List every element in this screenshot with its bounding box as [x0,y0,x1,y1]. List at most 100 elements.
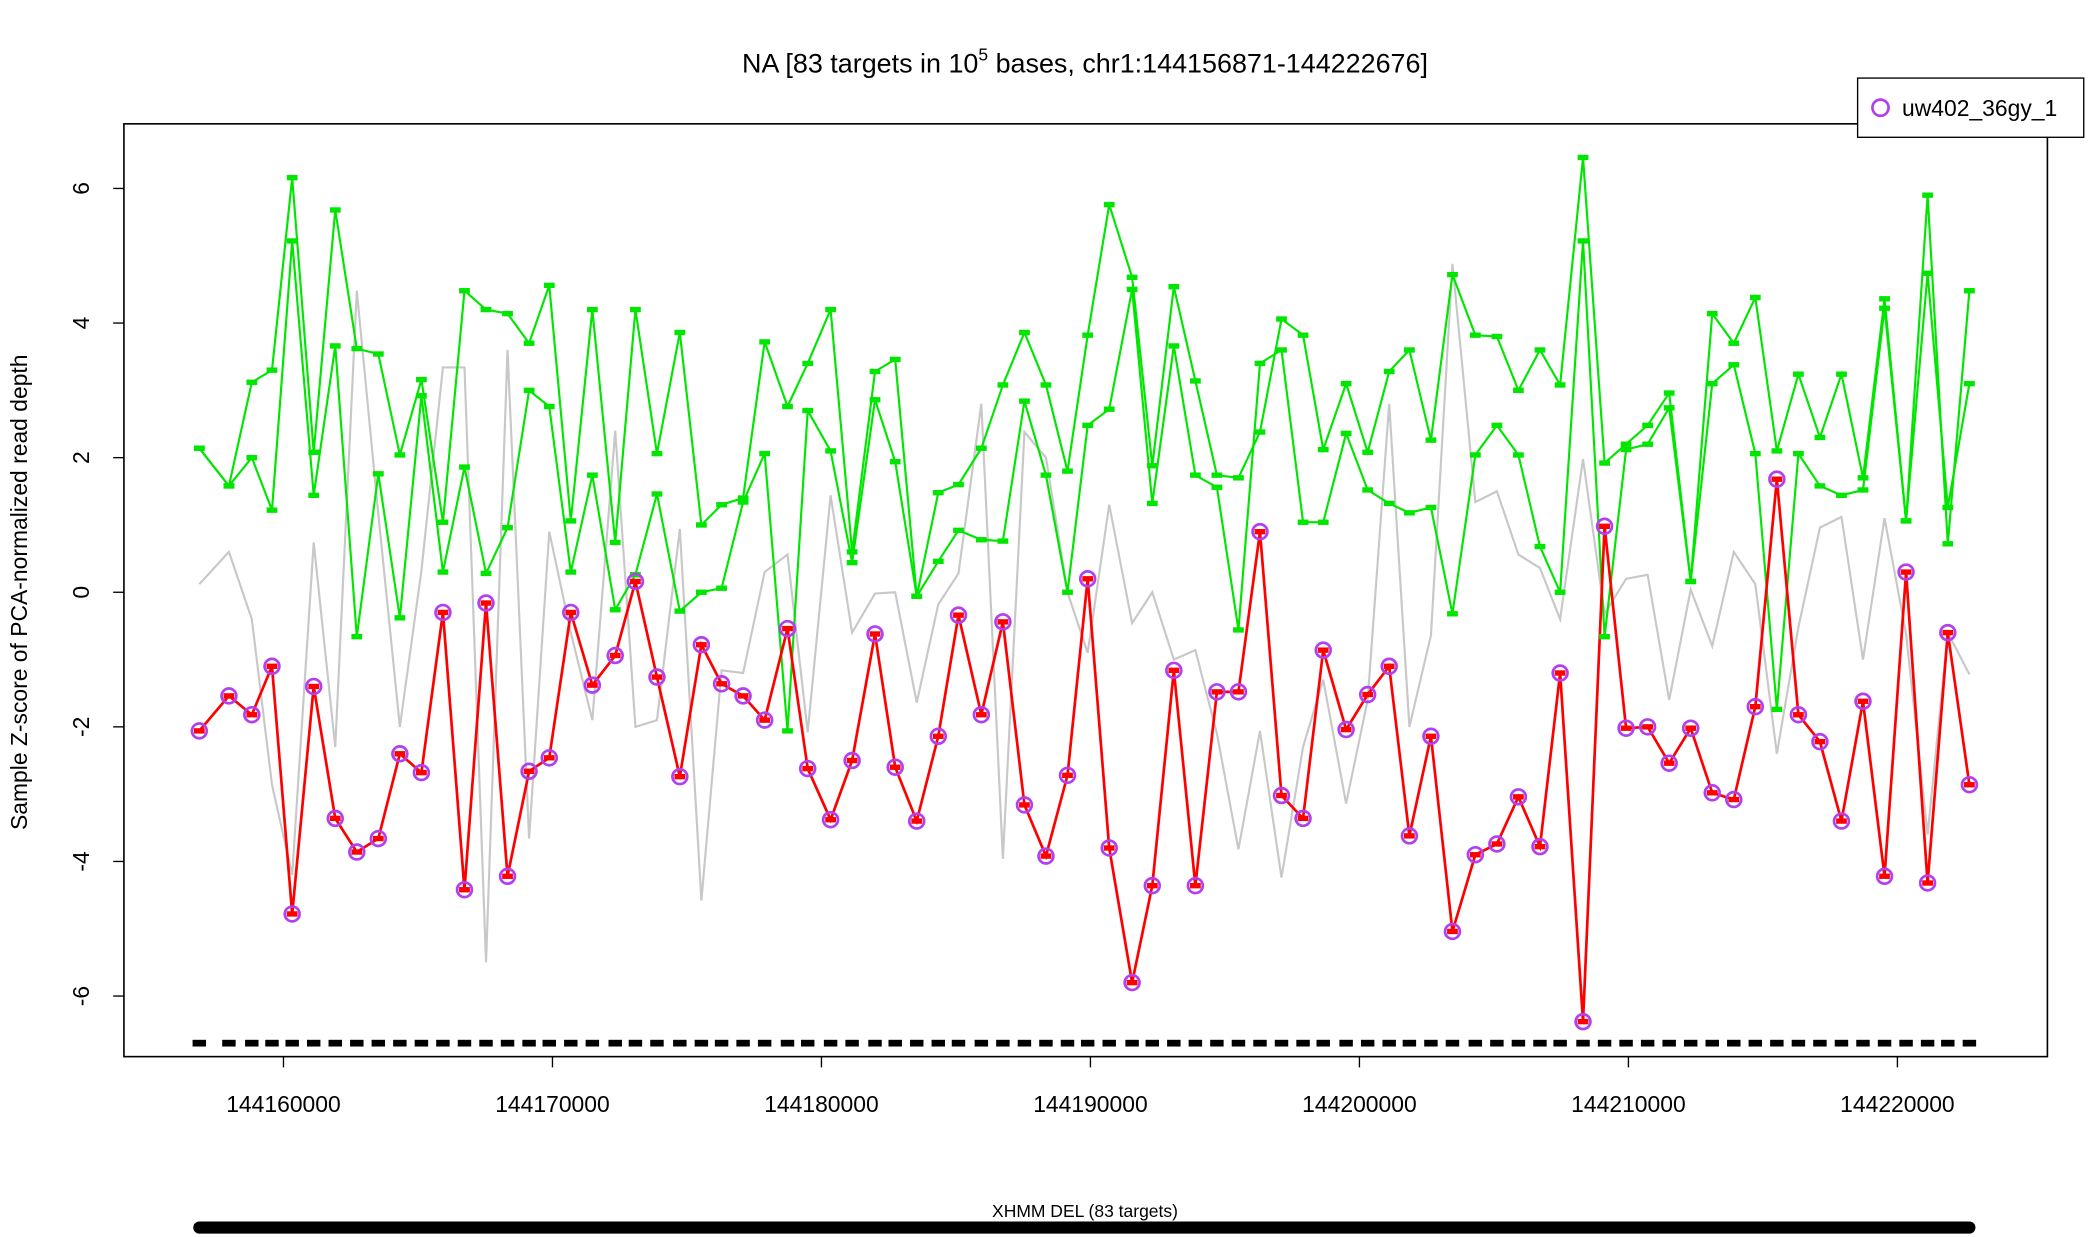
x-tick-label: 144180000 [764,1091,878,1117]
sample-point [1037,847,1055,865]
sample-point [1165,661,1183,680]
sample-point [1251,522,1269,541]
legend: uw402_36gy_1 [1856,77,2085,138]
sample-point [1574,1012,1592,1031]
y-tick-label: -2 [68,717,94,737]
chart-title: NA [83 targets in 105 bases, chr1:144156… [742,45,1428,79]
sample-point [1272,786,1291,805]
sample-point [263,657,281,676]
sample-point [455,880,474,899]
x-tick-label: 144170000 [495,1091,610,1117]
sample-point [1703,784,1721,802]
sample-point [283,905,301,923]
sample-point [1123,973,1141,992]
sample-point [369,829,388,848]
sample-point [843,751,861,770]
sample-point [1918,874,1937,892]
sample-point [1100,839,1118,857]
sample-point [1400,827,1419,845]
sample-point [583,676,602,694]
y-axis-label: Sample Z-score of PCA-normalized read de… [6,354,32,830]
sample-point [1660,754,1678,772]
sample-point [1186,876,1205,895]
sample-point [391,745,409,763]
sample-point [1422,727,1440,746]
y-tick-label: -4 [68,851,94,872]
sample-point [734,687,752,705]
x-tick-label: 144210000 [1571,1091,1685,1117]
sample-point [220,687,238,705]
sample-point [929,727,948,746]
sample-point [1939,623,1957,642]
sample-point [1854,692,1872,711]
sample-point [886,758,904,776]
title-sup: 5 [978,45,988,65]
sample-point [326,809,345,828]
sample-point [778,619,797,638]
sample-point [1746,697,1765,716]
sample-point [1358,685,1377,704]
sample-point [243,705,261,724]
sample-point [520,762,538,781]
title-main: NA [83 targets in 10 [742,49,978,79]
sample-point [692,635,711,654]
sample-point [477,594,495,612]
sample-point [606,646,624,665]
sample-point [1488,835,1506,853]
sample-point [994,613,1012,631]
y-tick-label: 4 [68,316,94,329]
sample-point [540,749,559,767]
legend-marker [1871,98,1890,118]
sample-point [1551,664,1569,682]
sample-point [1229,683,1248,701]
sample-point [1768,470,1786,488]
sample-point [798,759,817,778]
sample-point [1875,867,1894,886]
legend-label: uw402_36gy_1 [1902,95,2057,121]
sample-point [1960,775,1979,794]
sample-point [1314,641,1332,659]
sample-point [1337,720,1355,739]
sample-point [1531,837,1549,856]
sample-point [1681,719,1700,737]
track-label: XHMM DEL (83 targets) [992,1201,1178,1221]
series-line [198,240,1971,731]
x-tick-label: 144200000 [1302,1091,1417,1117]
sample-point [412,763,431,782]
y-tick-label: 6 [68,182,94,195]
sample-point [1595,517,1614,536]
sample-point [1058,766,1077,785]
series-line [198,479,1971,1022]
sample-point [1143,876,1162,895]
sample-point [1208,683,1226,701]
legend-box [1856,77,2085,138]
y-tick-label: -6 [68,986,94,1006]
sample-point [1509,788,1528,806]
sample-point [712,675,731,693]
sample-point [1789,705,1808,724]
sample-point [949,606,968,624]
sample-point [190,722,209,740]
sample-point [434,603,452,622]
sample-point [1380,657,1398,676]
sample-point [1294,809,1312,828]
sample-point [1638,718,1657,736]
sample-point [1466,845,1485,864]
y-tick-label: 2 [68,451,94,464]
sample-point [1078,570,1097,588]
sample-point [755,711,774,729]
sample-point [1897,563,1915,581]
series-line [198,263,1971,963]
x-tick-label: 144220000 [1840,1091,1955,1117]
sample-point [907,812,926,830]
sample-point [1832,812,1851,830]
sample-point [562,603,580,622]
sample-point [972,705,991,724]
sample-point [866,625,884,643]
sample-point [821,810,840,829]
sample-point [1443,922,1462,941]
x-tick-label: 144160000 [226,1091,341,1117]
sample-point [304,677,323,696]
plot-frame [123,123,2049,1058]
title-rest: bases, chr1:144156871-144222676] [988,49,1428,79]
